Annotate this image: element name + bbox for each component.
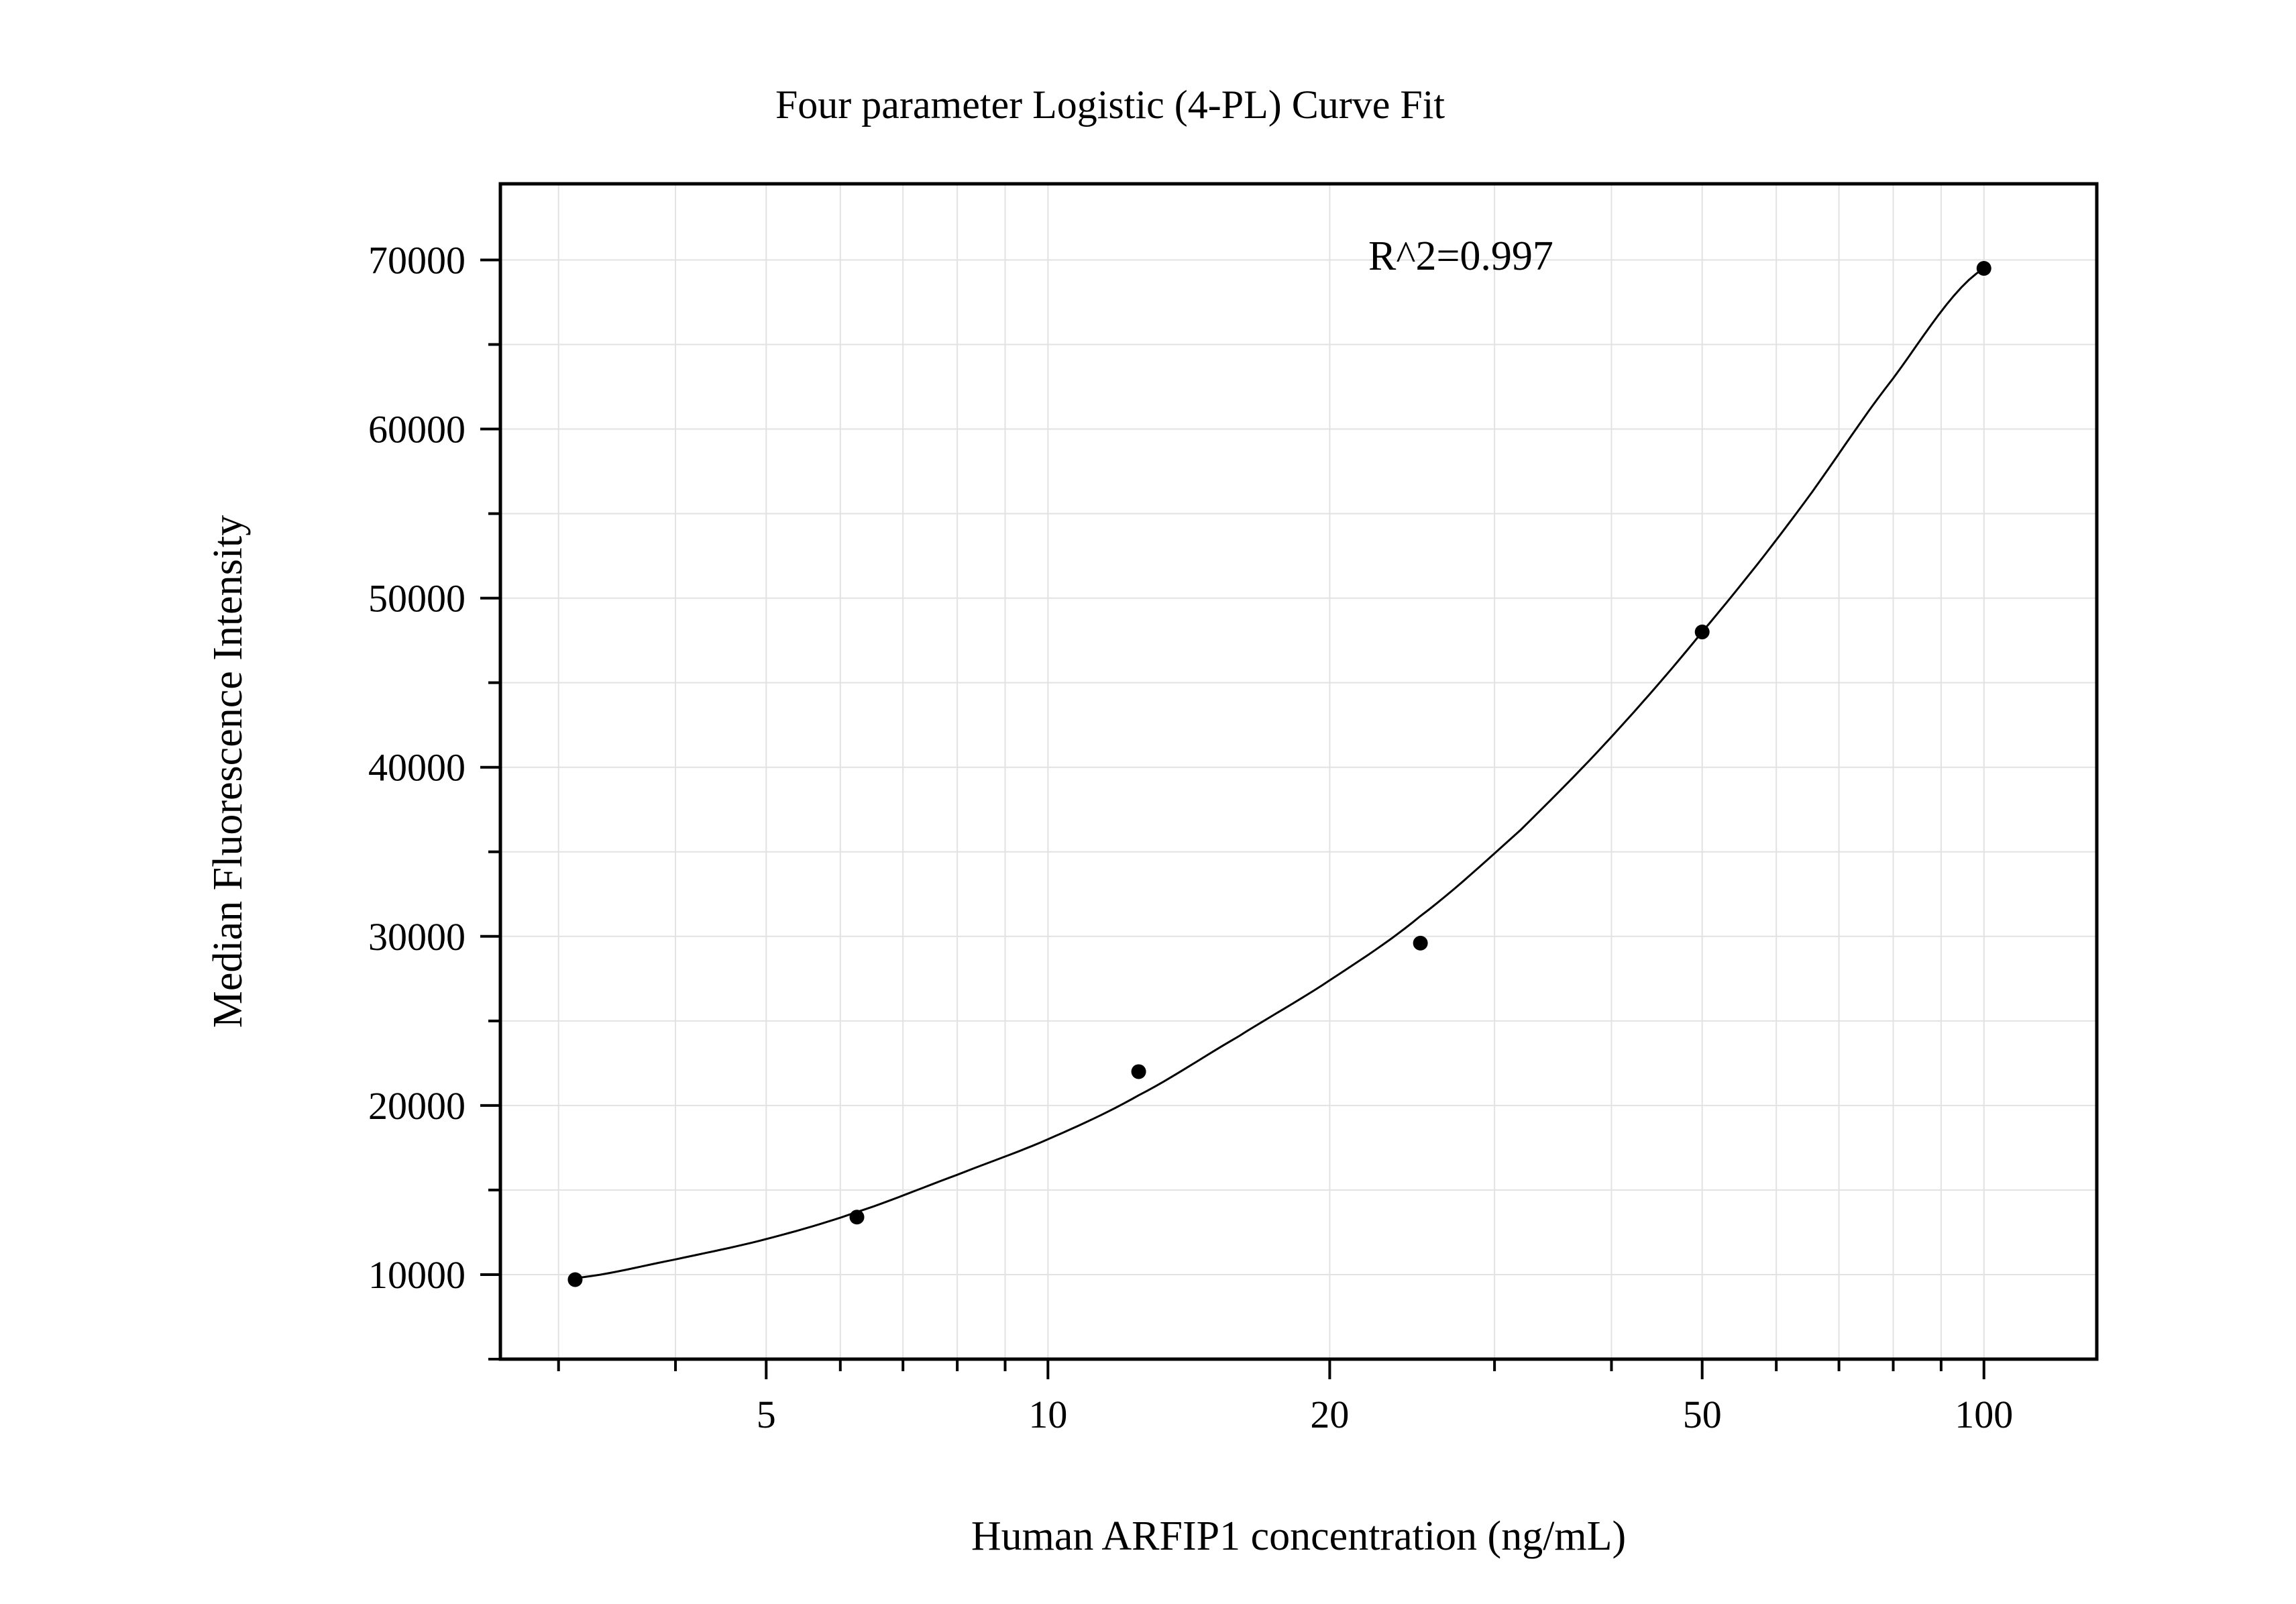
x-tick-label: 10 xyxy=(1028,1393,1067,1436)
y-tick-label: 70000 xyxy=(368,238,466,282)
data-point xyxy=(1131,1064,1146,1079)
major-ticks xyxy=(480,258,1985,1379)
y-tick-label: 60000 xyxy=(368,408,466,451)
y-tick-label: 10000 xyxy=(368,1253,466,1297)
y-tick-label: 40000 xyxy=(368,746,466,790)
y-axis-label: Median Fluorescence Intensity xyxy=(205,515,251,1028)
x-axis-label: Human ARFIP1 concentration (ng/mL) xyxy=(971,1513,1626,1559)
data-points xyxy=(567,261,1991,1287)
chart-title: Four parameter Logistic (4-PL) Curve Fit xyxy=(775,83,1445,127)
data-point xyxy=(1694,625,1710,640)
fit-curve-layer xyxy=(575,267,1985,1279)
y-tick-label: 30000 xyxy=(368,915,466,959)
fit-curve xyxy=(575,267,1985,1279)
minor-ticks xyxy=(488,343,1943,1371)
data-point xyxy=(849,1210,865,1225)
x-tick-label: 5 xyxy=(757,1393,776,1436)
x-tick-label: 100 xyxy=(1955,1393,2013,1436)
grid xyxy=(500,184,2097,1360)
data-point xyxy=(567,1272,583,1287)
plot-frame xyxy=(498,182,2099,1361)
data-point xyxy=(1413,935,1428,951)
data-point xyxy=(1976,261,1991,276)
y-tick-label: 50000 xyxy=(368,577,466,621)
y-tick-label: 20000 xyxy=(368,1084,466,1128)
tick-labels: 5 10 20 50 100 10000 20000 30000 40000 50000 60000… xyxy=(368,238,2013,1436)
r-squared-annotation: R^2=0.997 xyxy=(1368,233,1553,279)
x-tick-label: 50 xyxy=(1683,1393,1722,1436)
x-tick-label: 20 xyxy=(1310,1393,1349,1436)
